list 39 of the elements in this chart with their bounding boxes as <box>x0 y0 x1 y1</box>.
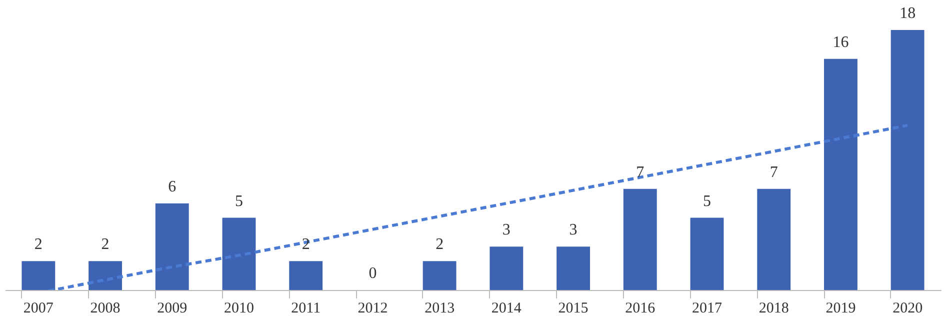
bar <box>88 261 122 290</box>
x-tick-label: 2013 <box>424 300 455 316</box>
bar <box>757 188 791 290</box>
x-tick-label: 2009 <box>157 300 188 316</box>
data-label: 3 <box>502 222 510 239</box>
bar <box>222 218 256 290</box>
bar <box>422 261 456 290</box>
x-tick-label: 2012 <box>358 300 388 316</box>
x-tick-label: 2014 <box>491 300 522 316</box>
bar <box>824 58 858 290</box>
x-tick-label: 2019 <box>826 300 856 316</box>
x-tick-label: 2008 <box>90 300 120 316</box>
x-tick-label: 2018 <box>758 300 789 316</box>
data-label: 2 <box>34 236 42 254</box>
data-label: 18 <box>900 5 916 22</box>
x-tick-label: 2007 <box>23 300 54 316</box>
bar <box>289 261 323 290</box>
x-tick-label: 2015 <box>558 300 588 316</box>
data-label: 16 <box>832 34 849 51</box>
data-label: 2 <box>436 236 444 254</box>
data-label: 6 <box>168 178 176 196</box>
data-label: 3 <box>569 222 578 239</box>
x-tick-label: 2016 <box>625 300 656 316</box>
x-tick-label: 2017 <box>692 300 722 316</box>
data-label: 0 <box>368 265 377 282</box>
data-label: 5 <box>235 192 243 210</box>
bar <box>22 261 56 290</box>
data-label: 2 <box>101 236 110 254</box>
bar <box>556 246 590 290</box>
data-label: 5 <box>703 192 711 210</box>
bar <box>155 203 189 290</box>
bar <box>690 218 724 290</box>
data-label: 7 <box>770 164 778 181</box>
x-tick-label: 2020 <box>892 300 923 316</box>
x-tick-label: 2010 <box>224 300 254 316</box>
bar <box>890 30 924 290</box>
bar <box>623 188 657 290</box>
x-tick-label: 2011 <box>291 300 321 316</box>
bar <box>490 246 524 290</box>
